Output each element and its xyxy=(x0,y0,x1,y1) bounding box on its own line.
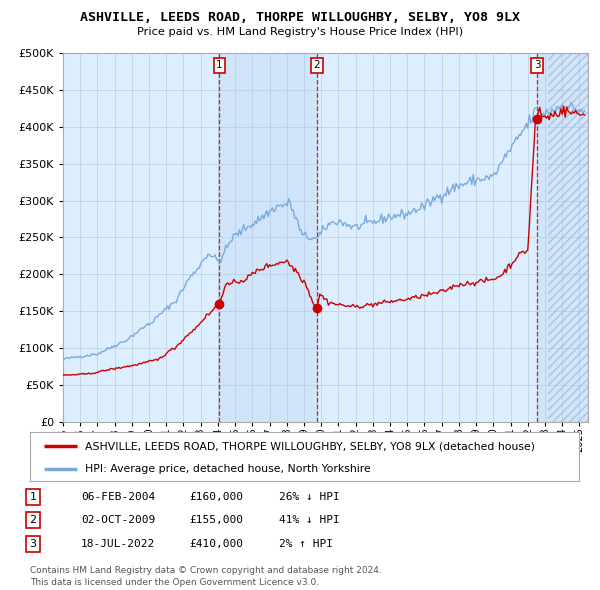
Text: 02-OCT-2009: 02-OCT-2009 xyxy=(81,516,155,525)
Bar xyxy=(537,53,588,422)
Text: £410,000: £410,000 xyxy=(189,539,243,549)
Text: ASHVILLE, LEEDS ROAD, THORPE WILLOUGHBY, SELBY, YO8 9LX: ASHVILLE, LEEDS ROAD, THORPE WILLOUGHBY,… xyxy=(80,11,520,24)
Bar xyxy=(548,53,588,422)
Text: Contains HM Land Registry data © Crown copyright and database right 2024.
This d: Contains HM Land Registry data © Crown c… xyxy=(30,566,382,587)
Text: 2: 2 xyxy=(29,516,37,525)
Text: 1: 1 xyxy=(29,492,37,502)
Text: 2: 2 xyxy=(314,61,320,70)
Text: HPI: Average price, detached house, North Yorkshire: HPI: Average price, detached house, Nort… xyxy=(85,464,371,474)
Text: £155,000: £155,000 xyxy=(189,516,243,525)
Text: 41% ↓ HPI: 41% ↓ HPI xyxy=(279,516,340,525)
Text: 3: 3 xyxy=(534,61,541,70)
Text: 26% ↓ HPI: 26% ↓ HPI xyxy=(279,492,340,502)
Text: 06-FEB-2004: 06-FEB-2004 xyxy=(81,492,155,502)
Text: ASHVILLE, LEEDS ROAD, THORPE WILLOUGHBY, SELBY, YO8 9LX (detached house): ASHVILLE, LEEDS ROAD, THORPE WILLOUGHBY,… xyxy=(85,441,535,451)
Text: 18-JUL-2022: 18-JUL-2022 xyxy=(81,539,155,549)
Text: 3: 3 xyxy=(29,539,37,549)
Text: 2% ↑ HPI: 2% ↑ HPI xyxy=(279,539,333,549)
Text: £160,000: £160,000 xyxy=(189,492,243,502)
Bar xyxy=(220,53,317,422)
Text: Price paid vs. HM Land Registry's House Price Index (HPI): Price paid vs. HM Land Registry's House … xyxy=(137,27,463,37)
Text: 1: 1 xyxy=(216,61,223,70)
